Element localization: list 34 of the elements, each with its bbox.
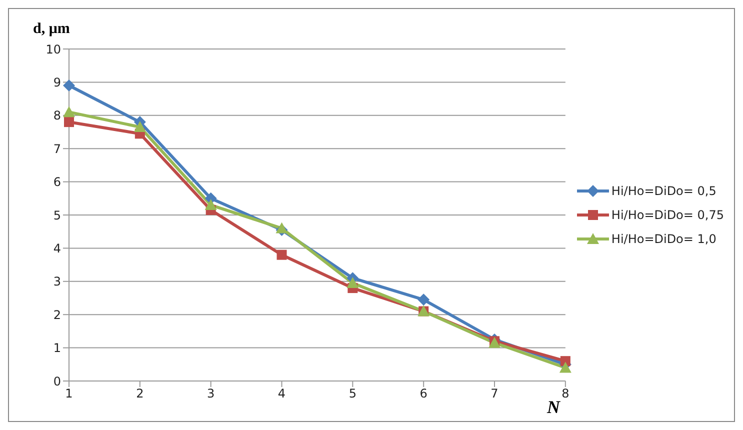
point xyxy=(276,250,287,260)
y-tick-label: 2 xyxy=(53,308,61,322)
x-tick-label: 1 xyxy=(65,386,73,401)
y-tick-label: 4 xyxy=(53,241,61,256)
point xyxy=(276,222,288,234)
y-tick-label: 6 xyxy=(53,175,61,190)
point xyxy=(560,356,570,366)
point xyxy=(346,277,359,288)
legend-label: Hi/Ho=DiDo= 1,0 xyxy=(611,232,716,246)
y-tick-label: 5 xyxy=(53,208,61,222)
y-tick-label: 8 xyxy=(53,108,61,123)
x-tick-label: 7 xyxy=(490,386,498,401)
y-tick-label: 3 xyxy=(53,274,61,289)
x-tick-label: 3 xyxy=(207,386,215,401)
legend-label: Hi/Ho=DiDo= 0,75 xyxy=(611,208,724,222)
y-axis-title: d, μm xyxy=(33,21,70,38)
x-tick-label: 4 xyxy=(278,386,286,401)
y-tick-label: 9 xyxy=(53,75,61,90)
y-tick-label: 7 xyxy=(53,142,61,156)
x-axis-title: N xyxy=(547,397,560,418)
legend-label: Hi/Ho=DiDo= 0,5 xyxy=(611,184,716,198)
point xyxy=(64,117,74,128)
point xyxy=(204,199,217,210)
point xyxy=(134,121,146,132)
x-tick-label: 8 xyxy=(562,386,570,401)
point xyxy=(559,362,572,373)
x-tick-label: 6 xyxy=(420,386,428,401)
point xyxy=(418,294,430,306)
y-tick-label: 1 xyxy=(53,341,61,356)
x-tick-label: 2 xyxy=(136,386,144,401)
x-tick-label: 5 xyxy=(348,386,356,401)
point xyxy=(63,80,75,92)
y-tick-label: 10 xyxy=(46,42,61,56)
y-tick-label: 0 xyxy=(53,374,61,388)
